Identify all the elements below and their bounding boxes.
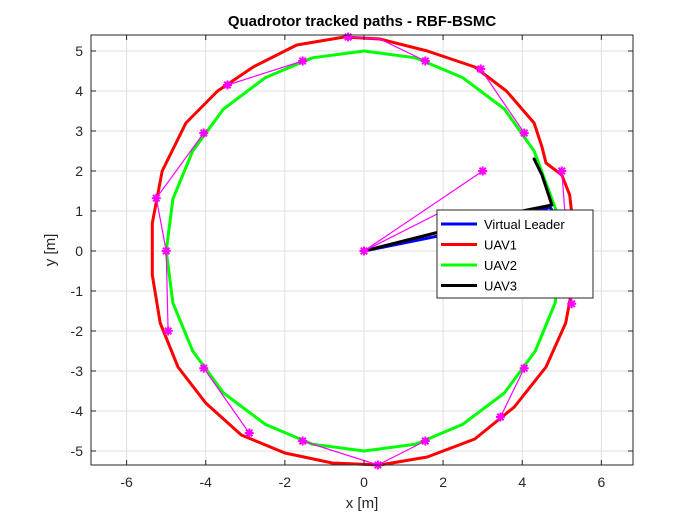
- uav-position-marker: [420, 436, 430, 446]
- uav-position-marker: [519, 363, 529, 373]
- y-tick-label: -2: [71, 323, 84, 339]
- uav-position-marker: [519, 128, 529, 138]
- formation-link: [348, 36, 426, 62]
- uav-position-marker: [298, 436, 308, 446]
- uav-position-marker: [151, 193, 161, 203]
- formation-link: [155, 198, 167, 252]
- legend-label: UAV3: [484, 279, 517, 294]
- y-tick-label: 0: [75, 243, 83, 259]
- axis-ticks: -6 -4 -2 0 2 4 6 -5 -4 -3 -2 -1 0 1 2 3 4 5: [71, 35, 633, 490]
- y-tick-label: -4: [71, 403, 84, 419]
- uav-position-marker: [495, 412, 505, 422]
- x-tick-label: -2: [279, 474, 292, 490]
- x-tick-label: 2: [439, 474, 447, 490]
- formation-link: [363, 170, 484, 252]
- formation-link: [155, 132, 205, 199]
- uav-position-marker: [222, 80, 232, 90]
- uav-position-marker: [244, 428, 254, 438]
- uav-position-marker: [298, 56, 308, 66]
- uav-position-marker: [359, 246, 369, 256]
- formation-link: [227, 60, 303, 86]
- uav-position-marker: [199, 363, 209, 373]
- x-tick-label: -6: [120, 474, 133, 490]
- formation-link: [499, 367, 525, 418]
- y-tick-label: -5: [71, 443, 84, 459]
- marker-layer: [151, 32, 577, 470]
- formation-link: [203, 367, 250, 434]
- formation-link: [165, 250, 169, 332]
- x-tick-label: 6: [597, 474, 605, 490]
- legend-label: UAV2: [484, 258, 517, 273]
- legend-label: UAV1: [484, 238, 517, 253]
- y-tick-label: -3: [71, 363, 84, 379]
- uav-position-marker: [161, 246, 171, 256]
- formation-link: [363, 210, 444, 252]
- x-tick-label: -4: [200, 474, 213, 490]
- uav-position-marker: [420, 56, 430, 66]
- uav-position-marker: [476, 64, 486, 74]
- y-tick-label: 4: [75, 83, 83, 99]
- y-tick-label: 2: [75, 163, 83, 179]
- x-axis-label: x [m]: [346, 495, 379, 512]
- chart-title: Quadrotor tracked paths - RBF-BSMC: [228, 13, 497, 30]
- uav-position-marker: [343, 32, 353, 42]
- y-tick-label: 5: [75, 43, 83, 59]
- series-line-uav2: [164, 49, 564, 453]
- formation-link: [480, 68, 525, 134]
- plot-frame: [90, 34, 634, 466]
- x-tick-label: 0: [360, 474, 368, 490]
- uav-position-marker: [478, 166, 488, 176]
- y-tick-label: 1: [75, 203, 83, 219]
- uav-position-marker: [557, 166, 567, 176]
- y-tick-label: 3: [75, 123, 83, 139]
- legend-label: Virtual Leader: [484, 217, 565, 232]
- legend: Virtual Leader UAV1 UAV2 UAV3: [436, 209, 594, 299]
- uav-position-marker: [567, 299, 577, 309]
- uav-position-marker: [163, 326, 173, 336]
- y-tick-label: -1: [71, 283, 84, 299]
- y-axis-label: y [m]: [42, 234, 59, 267]
- x-tick-label: 4: [518, 474, 526, 490]
- uav-position-marker: [199, 128, 209, 138]
